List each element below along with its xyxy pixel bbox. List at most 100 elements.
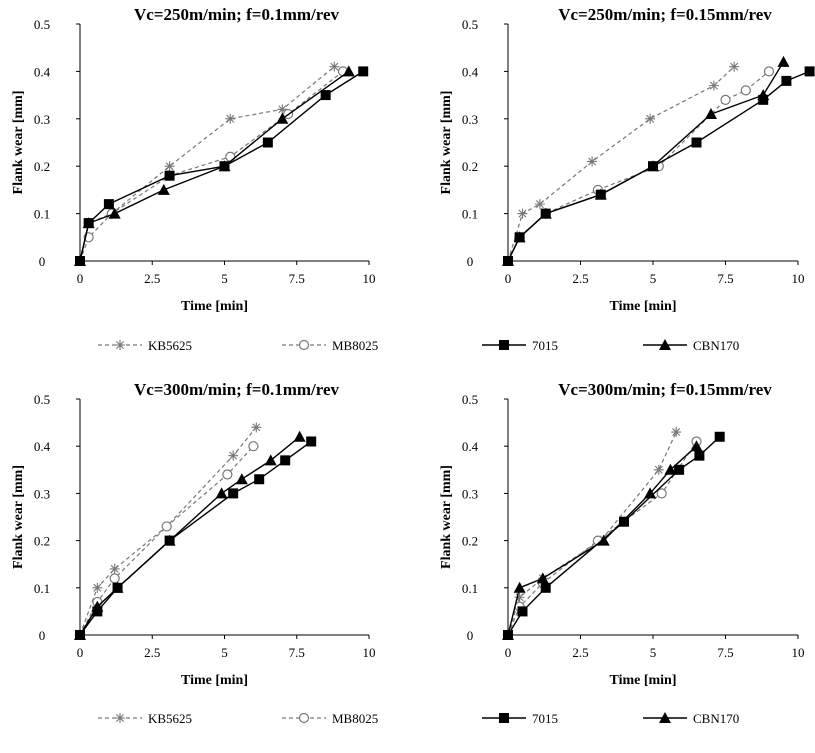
data-point [502,255,514,266]
legend: KB5625 MB8025 7015 CBN170 [98,338,739,353]
data-point [164,170,175,181]
data-point [777,55,790,67]
data-point [502,629,514,640]
data-point [164,161,175,172]
legend-label: KB5625 [148,338,192,353]
data-point [92,582,103,593]
data-point [804,66,815,77]
data-point [513,581,526,593]
legend-item: CBN170 [643,711,739,726]
data-point [329,61,340,72]
data-point [517,606,528,617]
legend-item: MB8025 [282,711,378,726]
y-axis-label: Flank wear [mm] [11,465,26,569]
chart-title: Vc=300m/min; f=0.15mm/rev [558,380,772,399]
x-tick-label: 0 [77,645,84,660]
y-tick-label: 0.4 [34,64,51,79]
series-cbn170 [502,440,703,640]
legend-marker [499,713,509,723]
y-tick-label: 0 [467,628,474,643]
data-point [691,137,702,148]
data-point [228,450,239,461]
y-tick-label: 0.2 [34,534,50,549]
data-point [225,151,236,162]
data-point [534,199,545,210]
x-tick-label: 7.5 [289,645,305,660]
data-point [514,592,525,603]
data-point [235,473,248,485]
data-point [674,464,685,475]
x-tick-label: 5 [650,271,657,286]
legend-marker [115,340,125,350]
x-tick-label: 2.5 [144,645,160,660]
data-point [647,160,659,172]
series-line [507,431,677,636]
legend-item: CBN170 [643,338,739,353]
y-tick-label: 0.3 [34,112,50,127]
data-point [690,440,703,452]
data-point [619,516,629,527]
data-point [111,581,124,593]
data-point [517,208,528,219]
y-tick-label: 0.5 [34,392,50,407]
legend-label: MB8025 [332,711,378,726]
x-tick-label: 10 [363,271,376,286]
data-point [694,450,705,461]
data-point [306,436,317,447]
y-tick-label: 0.1 [34,207,50,222]
legend-label: 7015 [532,338,558,353]
y-tick-label: 0.2 [462,159,478,174]
y-tick-label: 0.2 [462,534,478,549]
series-cbn170 [502,55,790,266]
y-tick-label: 0.4 [462,64,479,79]
y-tick-label: 0.3 [462,112,478,127]
legend-item: 7015 [482,338,558,353]
legend-label: KB5625 [148,711,192,726]
data-point [262,137,273,148]
data-point [729,61,740,72]
x-tick-label: 2.5 [572,271,588,286]
data-point [109,563,120,574]
y-tick-label: 0.5 [462,392,478,407]
chart-panel: 0 0.1 0.2 0.3 0.4 0.5 0 2.5 5 7.5 10 Vc=250m/min; f… [439,5,815,314]
series-mb8025 [74,66,349,267]
data-point [781,75,792,86]
series-cbn170 [74,430,306,640]
data-point [536,572,549,584]
data-point [513,231,526,243]
x-tick-label: 7.5 [717,645,733,660]
data-point [109,573,120,584]
x-tick-label: 5 [221,271,228,286]
y-tick-label: 0 [467,254,474,269]
legend-marker [659,339,671,350]
x-axis-label: Time [min] [181,299,248,314]
x-tick-label: 7.5 [717,271,733,286]
data-point [293,430,306,442]
y-tick-label: 0.5 [462,17,478,32]
legend-marker [115,713,125,723]
y-tick-label: 0.3 [34,486,50,501]
y-tick-label: 0.1 [462,207,478,222]
x-tick-label: 10 [363,645,376,660]
data-point [757,89,770,101]
legend-item: 7015 [482,711,558,726]
legend-marker [298,712,310,724]
x-tick-label: 2.5 [144,271,160,286]
chart-title: Vc=300m/min; f=0.1mm/rev [134,380,340,399]
y-axis-label: Flank wear [mm] [439,91,454,195]
y-tick-label: 0.4 [34,439,51,454]
legend-item: KB5625 [98,711,192,726]
legend-label: MB8025 [332,338,378,353]
data-point [108,207,121,219]
x-axis-label: Time [min] [609,299,676,314]
y-tick-label: 0.1 [34,581,50,596]
data-point [228,488,239,499]
data-point [276,112,289,124]
y-axis-label: Flank wear [mm] [439,465,454,569]
series-line [79,440,312,636]
data-point [103,199,114,210]
data-point [763,66,775,77]
series-line [79,70,350,262]
data-point [254,474,265,485]
series-line [507,66,735,262]
